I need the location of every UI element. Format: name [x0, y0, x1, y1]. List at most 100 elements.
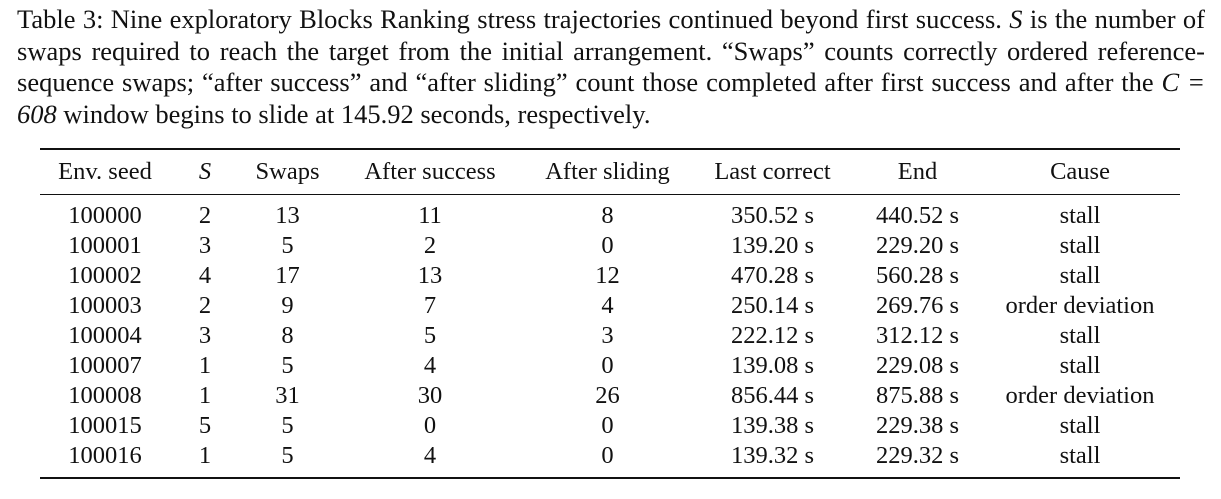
table-row: 100016 1 5 4 0 139.32 s 229.32 s stall — [40, 441, 1180, 478]
table-cell: 139.38 s — [730, 412, 815, 439]
table-cell: 4 — [423, 352, 437, 379]
table-cell: 5 — [198, 412, 212, 439]
table-row: 100008 1 31 30 26 856.44 s 875.88 s order devia… — [40, 381, 1180, 411]
table-cell: 0 — [601, 352, 614, 379]
table-body: 100000 2 13 11 8 350.52 s 440.52 s stall 100001 3… — [40, 195, 1180, 478]
table-cell: 350.52 s — [730, 202, 815, 229]
table-cell: 4 — [198, 262, 212, 289]
table-cell: 8 — [281, 322, 294, 349]
table-cell: 5 — [281, 232, 294, 259]
table-cell: 100007 — [68, 352, 142, 379]
caption-text: window begins to slide at 145.92 seconds… — [56, 98, 651, 129]
table-row: 100002 4 17 13 12 470.28 s 560.28 s stall — [40, 261, 1180, 291]
table-cell: 13 — [275, 202, 300, 229]
table-cell: 2 — [198, 292, 212, 319]
column-header: After sliding — [545, 158, 670, 185]
caption-text: Table 3: Nine exploratory Blocks Ranking… — [17, 4, 1010, 34]
table-cell: 2 — [423, 232, 437, 259]
table-cell: 0 — [601, 232, 614, 259]
table-cell: 440.52 s — [875, 202, 960, 229]
table-cell: 100000 — [68, 202, 142, 229]
table-cell: 3 — [198, 232, 212, 259]
table-cell: 0 — [601, 442, 614, 469]
table-cell: 5 — [423, 322, 437, 349]
table-cell: 139.08 s — [730, 352, 815, 379]
table-cell: stall — [1059, 352, 1101, 379]
table-cell: 100008 — [68, 382, 142, 409]
table-cell: 470.28 s — [730, 262, 815, 289]
table-cell: 0 — [601, 412, 614, 439]
table-row: 100015 5 5 0 0 139.38 s 229.38 s stall — [40, 411, 1180, 441]
table-row: 100003 2 9 7 4 250.14 s 269.76 s order deviatio… — [40, 291, 1180, 321]
table-cell: 26 — [595, 382, 620, 409]
table-cell: 100015 — [68, 412, 142, 439]
table-cell: 222.12 s — [730, 322, 815, 349]
header-row: Env. seed S Swaps After success After slidin… — [40, 149, 1180, 195]
caption-text: is the number of swaps required to reach… — [17, 4, 1205, 97]
table-cell: 5 — [281, 442, 294, 469]
table-cell: 12 — [595, 262, 620, 289]
table-cell: 2 — [198, 202, 212, 229]
table-cell: 250.14 s — [730, 292, 815, 319]
table-row: 100000 2 13 11 8 350.52 s 440.52 s stall — [40, 195, 1180, 232]
table-cell: 875.88 s — [875, 382, 960, 409]
table-cell: 8 — [601, 202, 614, 229]
column-header: After success — [364, 158, 496, 185]
table-cell: 856.44 s — [730, 382, 815, 409]
table-cell: 100002 — [68, 262, 142, 289]
table-cell: 229.32 s — [875, 442, 960, 469]
column-header: Last correct — [714, 158, 831, 185]
column-header: Swaps — [255, 158, 320, 185]
table-cell: stall — [1059, 202, 1101, 229]
table-cell: 560.28 s — [875, 262, 960, 289]
table-cell: 1 — [198, 382, 212, 409]
column-header: S — [198, 158, 212, 185]
table-cell: 5 — [281, 352, 294, 379]
table-cell: 229.20 s — [875, 232, 960, 259]
table-cell: 31 — [275, 382, 300, 409]
table-cell: 139.20 s — [730, 232, 815, 259]
table-cell: 4 — [601, 292, 614, 319]
table-row: 100007 1 5 4 0 139.08 s 229.08 s stall — [40, 351, 1180, 381]
table-cell: 7 — [423, 292, 437, 319]
table-cell: 13 — [417, 262, 443, 289]
table-cell: 1 — [198, 352, 212, 379]
table-header: Env. seed S Swaps After success After slidin… — [40, 149, 1180, 195]
table-cell: 229.08 s — [875, 352, 960, 379]
table-caption: Table 3: Nine exploratory Blocks Ranking… — [17, 4, 1205, 130]
table-cell: stall — [1059, 442, 1101, 469]
table-row: 100004 3 8 5 3 222.12 s 312.12 s stall — [40, 321, 1180, 351]
column-header: Cause — [1050, 158, 1110, 185]
table-cell: stall — [1059, 262, 1101, 289]
table-cell: 100016 — [68, 442, 142, 469]
table-row: 100001 3 5 2 0 139.20 s 229.20 s stall — [40, 231, 1180, 261]
caption-math: C = 608 — [17, 67, 1205, 129]
table-cell: 30 — [417, 382, 443, 409]
table-cell: 9 — [281, 292, 294, 319]
table-cell: 11 — [418, 202, 442, 229]
table-cell: stall — [1059, 322, 1101, 349]
table-cell: order deviation — [1005, 292, 1155, 319]
table-cell: 3 — [601, 322, 614, 349]
table-cell: 269.76 s — [875, 292, 960, 319]
table-cell: 3 — [198, 322, 212, 349]
table-cell: stall — [1059, 232, 1101, 259]
table-cell: 4 — [423, 442, 437, 469]
table-cell: stall — [1059, 412, 1101, 439]
caption-math: S — [1009, 4, 1023, 34]
column-header: Env. seed — [58, 158, 152, 185]
table-cell: 1 — [198, 442, 212, 469]
table-cell: 100001 — [68, 232, 142, 259]
table-cell: 312.12 s — [875, 322, 960, 349]
table-cell: order deviation — [1005, 382, 1155, 409]
results-table: Env. seed S Swaps After success After slidin… — [40, 148, 1180, 479]
table-cell: 100003 — [68, 292, 142, 319]
table-cell: 17 — [275, 262, 300, 289]
table-cell: 0 — [423, 412, 437, 439]
table-cell: 229.38 s — [875, 412, 960, 439]
table-cell: 5 — [281, 412, 294, 439]
column-header: End — [897, 158, 938, 185]
table-cell: 139.32 s — [730, 442, 815, 469]
